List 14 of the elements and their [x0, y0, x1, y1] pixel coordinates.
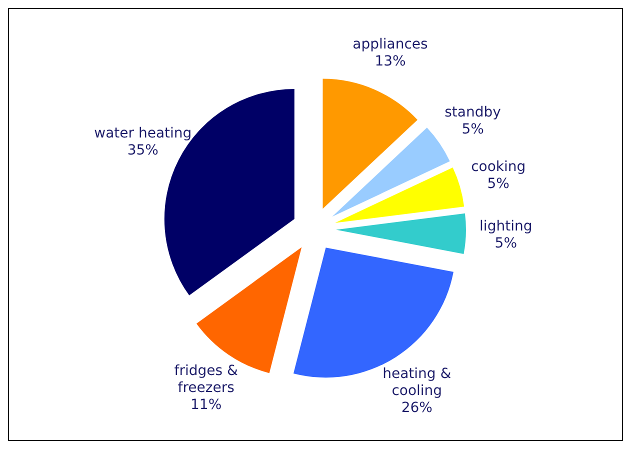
data-label: 26%	[401, 400, 432, 416]
data-label: 35%	[127, 142, 158, 158]
slice-label: lighting	[480, 218, 532, 235]
data-label: 5%	[494, 236, 518, 252]
slice-label: cooking	[471, 158, 526, 175]
data-label: 13%	[374, 53, 406, 70]
slice-label: appliances	[352, 36, 428, 52]
data-label: 5%	[487, 176, 510, 192]
data-label: 11%	[190, 396, 222, 413]
slice-label: fridges & freezers	[174, 362, 238, 396]
slice-label: heating & cooling	[382, 366, 452, 400]
data-label: 5%	[462, 122, 484, 138]
slice-label: water heating	[94, 125, 192, 142]
slice-label: standby	[444, 104, 501, 121]
